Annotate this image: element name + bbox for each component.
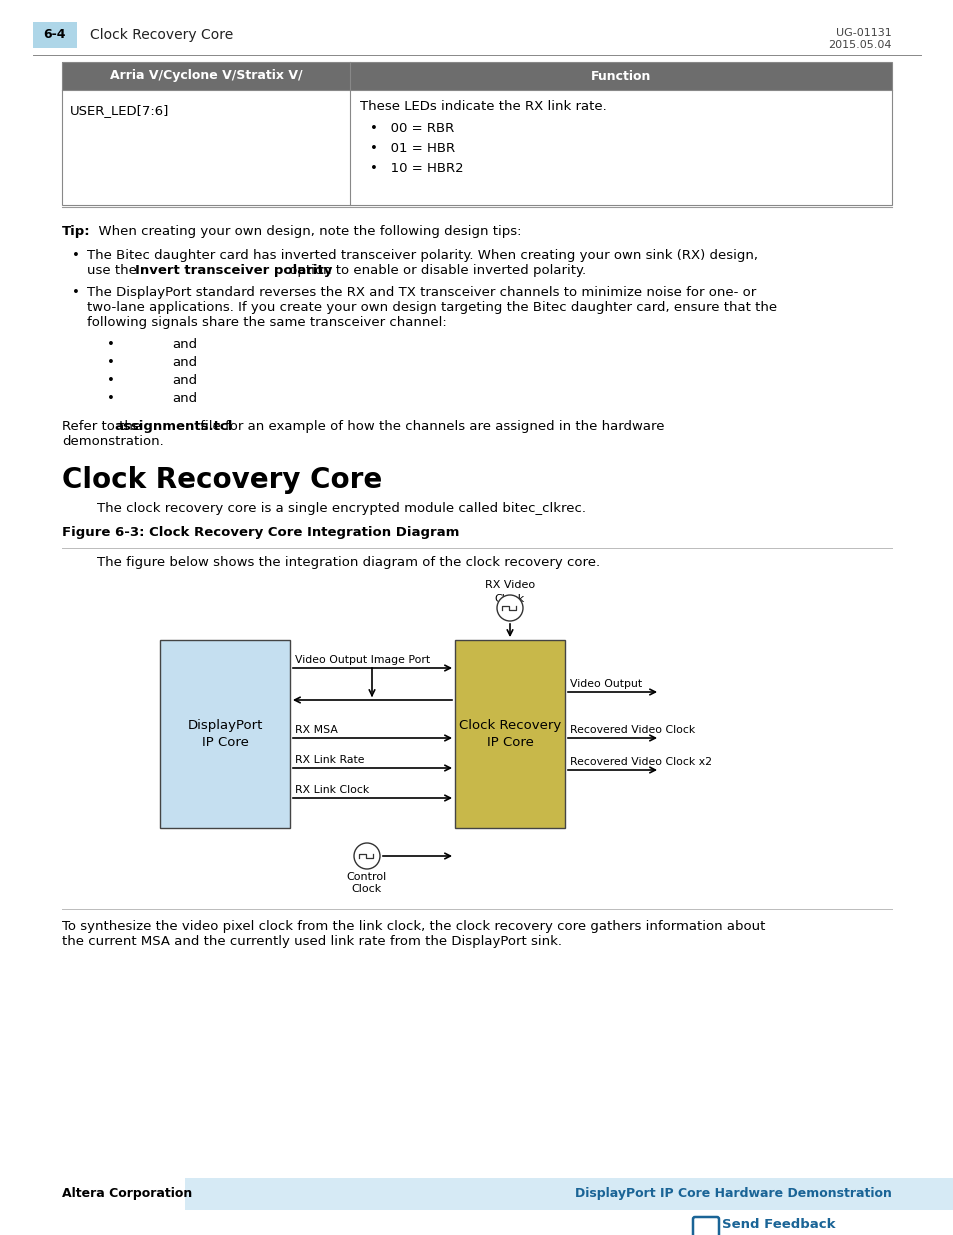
Text: •: • xyxy=(107,338,114,351)
Text: 6-4: 6-4 xyxy=(44,28,66,42)
FancyBboxPatch shape xyxy=(692,1216,719,1235)
Text: The Bitec daughter card has inverted transceiver polarity. When creating your ow: The Bitec daughter card has inverted tra… xyxy=(87,249,758,262)
Text: •   01 = HBR: • 01 = HBR xyxy=(370,142,455,156)
Text: The DisplayPort standard reverses the RX and TX transceiver channels to minimize: The DisplayPort standard reverses the RX… xyxy=(87,287,756,299)
Text: DisplayPort IP Core Hardware Demonstration: DisplayPort IP Core Hardware Demonstrati… xyxy=(575,1188,891,1200)
Text: UG-01131: UG-01131 xyxy=(836,28,891,38)
Text: IP Core: IP Core xyxy=(486,736,533,750)
Text: RX MSA: RX MSA xyxy=(294,725,337,735)
Text: and: and xyxy=(172,374,197,387)
Text: Clock Recovery Core: Clock Recovery Core xyxy=(90,28,233,42)
Text: RX Link Rate: RX Link Rate xyxy=(294,755,364,764)
Text: •: • xyxy=(107,356,114,369)
Text: Video Output: Video Output xyxy=(569,679,641,689)
Text: The figure below shows the integration diagram of the clock recovery core.: The figure below shows the integration d… xyxy=(97,556,599,569)
Text: and: and xyxy=(172,391,197,405)
Text: demonstration.: demonstration. xyxy=(62,435,164,448)
Text: IP Core: IP Core xyxy=(201,736,248,750)
Text: Clock: Clock xyxy=(352,884,382,894)
Text: Control: Control xyxy=(347,872,387,882)
Text: Refer to the: Refer to the xyxy=(62,420,145,433)
Text: •: • xyxy=(71,249,80,262)
Text: Function: Function xyxy=(590,69,651,83)
Text: Send Feedback: Send Feedback xyxy=(721,1218,835,1230)
Text: When creating your own design, note the following design tips:: When creating your own design, note the … xyxy=(90,225,521,238)
Bar xyxy=(62,62,891,205)
Text: RX Link Clock: RX Link Clock xyxy=(294,785,369,795)
Text: Figure 6-3: Clock Recovery Core Integration Diagram: Figure 6-3: Clock Recovery Core Integrat… xyxy=(62,526,459,538)
Text: USER_LED[7:6]: USER_LED[7:6] xyxy=(70,104,170,117)
Text: Altera Corporation: Altera Corporation xyxy=(62,1188,193,1200)
Text: two-lane applications. If you create your own design targeting the Bitec daughte: two-lane applications. If you create you… xyxy=(87,301,777,314)
Text: Tip:: Tip: xyxy=(62,225,91,238)
Text: option to enable or disable inverted polarity.: option to enable or disable inverted pol… xyxy=(285,264,585,277)
Text: The clock recovery core is a single encrypted module called bitec_clkrec.: The clock recovery core is a single encr… xyxy=(97,501,585,515)
Text: Recovered Video Clock: Recovered Video Clock xyxy=(569,725,695,735)
Text: To synthesize the video pixel clock from the link clock, the clock recovery core: To synthesize the video pixel clock from… xyxy=(62,920,764,932)
Circle shape xyxy=(354,844,379,869)
Text: the current MSA and the currently used link rate from the DisplayPort sink.: the current MSA and the currently used l… xyxy=(62,935,561,948)
Circle shape xyxy=(497,595,522,621)
Bar xyxy=(33,22,77,48)
Text: Clock Recovery: Clock Recovery xyxy=(458,719,560,731)
Text: Video Output Image Port: Video Output Image Port xyxy=(294,655,430,664)
Text: Recovered Video Clock x2: Recovered Video Clock x2 xyxy=(569,757,711,767)
Text: Clock: Clock xyxy=(495,594,524,604)
Text: assignments.tcl: assignments.tcl xyxy=(113,420,233,433)
Text: and: and xyxy=(172,338,197,351)
Bar xyxy=(185,1178,953,1210)
Text: •   10 = HBR2: • 10 = HBR2 xyxy=(370,162,463,175)
Bar xyxy=(62,62,891,90)
Text: •: • xyxy=(107,391,114,405)
Text: RX Video: RX Video xyxy=(484,580,535,590)
Text: file for an example of how the channels are assigned in the hardware: file for an example of how the channels … xyxy=(195,420,664,433)
Text: and: and xyxy=(172,356,197,369)
Text: use the: use the xyxy=(87,264,141,277)
Text: Clock Recovery Core: Clock Recovery Core xyxy=(62,466,382,494)
Text: 2015.05.04: 2015.05.04 xyxy=(827,40,891,49)
Text: Arria V/Cyclone V/Stratix V/: Arria V/Cyclone V/Stratix V/ xyxy=(110,69,302,83)
Bar xyxy=(455,640,564,827)
Text: following signals share the same transceiver channel:: following signals share the same transce… xyxy=(87,316,446,329)
Text: Invert transceiver polarity: Invert transceiver polarity xyxy=(135,264,332,277)
Text: •: • xyxy=(107,374,114,387)
Text: •: • xyxy=(71,287,80,299)
Text: •   00 = RBR: • 00 = RBR xyxy=(370,122,454,135)
Text: DisplayPort: DisplayPort xyxy=(187,719,262,731)
Text: These LEDs indicate the RX link rate.: These LEDs indicate the RX link rate. xyxy=(359,100,606,112)
Bar xyxy=(160,640,290,827)
